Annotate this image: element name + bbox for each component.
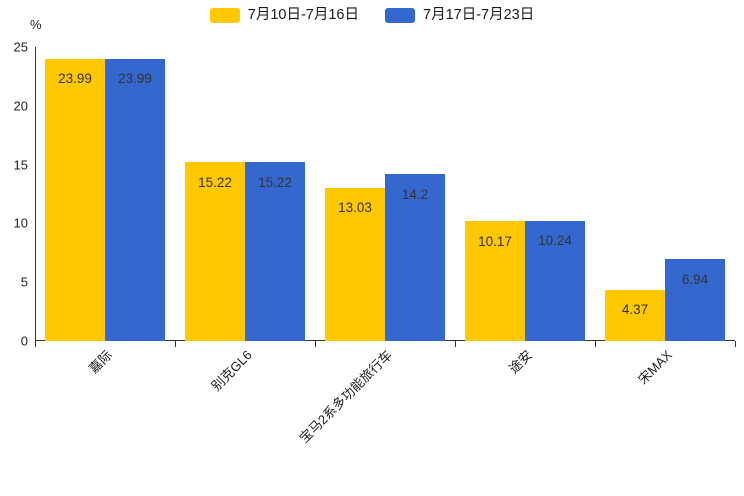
x-axis-category-label: 途安 — [505, 347, 535, 377]
bar-value-label: 10.24 — [538, 233, 572, 249]
x-axis-tick — [735, 341, 736, 347]
plot-area: 0 5 10 15 20 25 23.99 23.99 15.22 15.22 13.03 14.2 1… — [14, 41, 736, 348]
legend-entry-series-2[interactable]: 7月17日-7月23日 — [385, 8, 534, 23]
bar[interactable] — [105, 58, 165, 341]
legend-label-series-2: 7月17日-7月23日 — [423, 7, 535, 24]
bar-value-label: 4.37 — [621, 302, 649, 318]
bar-value-label: 14.2 — [401, 186, 429, 202]
y-axis-tick-label: 10 — [13, 215, 28, 231]
y-axis-tick-label: 20 — [13, 98, 28, 114]
bar[interactable] — [385, 174, 445, 341]
x-axis-tick — [455, 341, 456, 347]
legend-label-series-1: 7月10日-7月16日 — [247, 7, 359, 24]
y-axis-unit-label: % — [30, 17, 42, 32]
bar[interactable] — [605, 289, 665, 341]
bar-value-label: 15.22 — [198, 174, 232, 190]
bar-group: 4.37 6.94 — [605, 47, 725, 341]
bar[interactable] — [465, 221, 525, 341]
bar[interactable] — [45, 58, 105, 341]
bar-group: 15.22 15.22 — [185, 47, 305, 341]
x-axis-tick — [595, 341, 596, 347]
x-axis-category-label: 宋MAX — [635, 347, 675, 388]
bar-group: 13.03 14.2 — [325, 47, 445, 341]
legend-swatch-icon-series-1 — [209, 8, 240, 23]
y-axis-tick-label: 0 — [20, 333, 28, 349]
chart-legend: 7月10日-7月16日 7月17日-7月23日 — [0, 8, 744, 23]
bar-group: 10.17 10.24 — [465, 47, 585, 341]
y-axis-tick-label: 5 — [20, 274, 28, 290]
bar[interactable] — [665, 259, 725, 341]
x-axis-tick — [315, 341, 316, 347]
bar[interactable] — [525, 220, 585, 341]
x-axis-category-label: 宝马2系多功能旅行车 — [296, 347, 395, 446]
bar-value-label: 23.99 — [118, 71, 152, 87]
y-axis-tick-label: 25 — [13, 39, 28, 55]
bar-value-label: 23.99 — [58, 71, 92, 87]
bar[interactable] — [325, 187, 385, 341]
x-axis-tick — [35, 341, 36, 347]
x-axis-tick — [175, 341, 176, 347]
bar-value-label: 13.03 — [338, 200, 372, 216]
bar[interactable] — [185, 162, 245, 341]
bar-group: 23.99 23.99 — [45, 47, 165, 341]
y-axis-tick-label: 15 — [13, 157, 28, 173]
y-axis-line — [35, 47, 36, 341]
x-axis-category-label: 嘉际 — [85, 347, 115, 377]
bar[interactable] — [245, 162, 305, 341]
legend-entry-series-1[interactable]: 7月10日-7月16日 — [209, 7, 359, 24]
bar-value-label: 6.94 — [681, 271, 709, 287]
bar-value-label: 15.22 — [258, 174, 292, 190]
x-axis-category-label: 别克GL6 — [208, 347, 255, 394]
bar-value-label: 10.17 — [478, 233, 512, 249]
legend-swatch-icon-series-2 — [385, 8, 415, 23]
